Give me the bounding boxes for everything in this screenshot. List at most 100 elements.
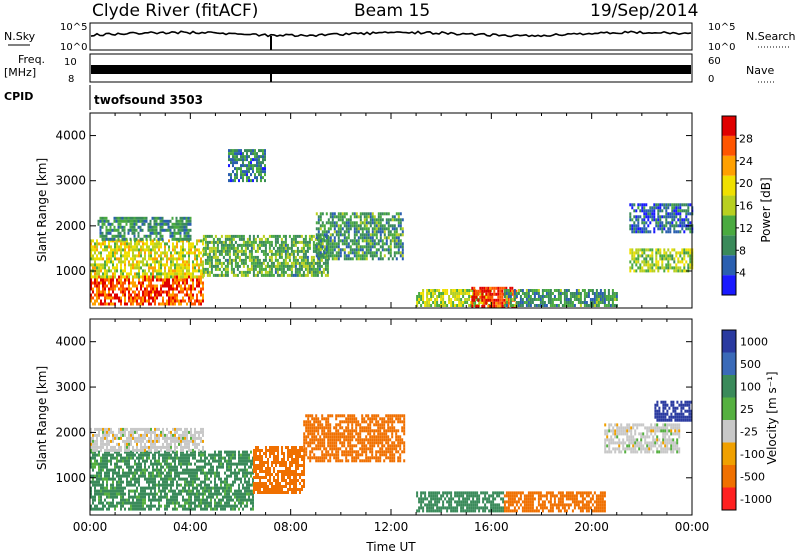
colorbar-tick-label: 12: [739, 222, 753, 235]
y-tick-label: 1000: [55, 471, 86, 485]
y-tick-label: 3000: [55, 174, 86, 188]
freq-tick-top: 10: [64, 57, 77, 68]
noise-sky-line: [90, 30, 692, 38]
nave-label: Nave: [746, 64, 774, 77]
data-region: [629, 203, 694, 234]
colorbar-tick-label: 20: [739, 177, 753, 190]
noise-tick-bottom-left: 10^0: [60, 42, 87, 53]
colorbar-segment: [722, 465, 736, 488]
data-region: [604, 423, 681, 454]
x-tick-label: 00:00: [73, 520, 108, 534]
data-region: [90, 239, 204, 279]
data-region: [315, 212, 404, 261]
colorbar-segment: [722, 195, 736, 216]
colorbar-tick-label: -25: [740, 425, 758, 438]
colorbar-segment: [722, 135, 736, 156]
x-tick-label: 00:00: [675, 520, 710, 534]
y-tick-label: 3000: [55, 380, 86, 394]
colorbar-tick-label: 28: [739, 132, 753, 145]
noise-panel: [89, 22, 693, 51]
noise-tick-bottom-right: 10^0: [708, 42, 735, 53]
date-title: 19/Sep/2014: [590, 1, 698, 21]
nave-tick-top: 60: [708, 56, 721, 67]
noise-tick-top-left: 10^5: [60, 22, 87, 33]
colorbar-segment: [722, 397, 736, 420]
data-region: [629, 248, 694, 273]
data-region: [503, 289, 618, 307]
data-region: [90, 427, 204, 452]
colorbar-tick-label: 25: [740, 403, 754, 416]
data-region: [97, 216, 192, 241]
y-tick-label: 2000: [55, 425, 86, 439]
colorbar-segment: [722, 375, 736, 398]
freq-unit-label: [MHz]: [4, 66, 36, 79]
colorbar-tick-label: 500: [740, 358, 761, 371]
velocity-y-ticks: 1000 2000 3000 4000: [55, 335, 692, 485]
nsky-label: N.Sky: [4, 30, 36, 43]
velocity-colorbar: 1000 500 100 25 -25 -100 -500 -1000: [721, 329, 772, 511]
colorbar-segment: [722, 255, 736, 276]
colorbar-segment: [722, 275, 736, 295]
nsearch-label: N.Search: [746, 30, 796, 43]
nave-tick-bottom: 0: [708, 74, 714, 85]
velocity-x-ticks: 00:00 04:00 08:00 12:00 16:00 20:00 00:00: [73, 319, 710, 534]
colorbar-tick-label: -500: [740, 470, 765, 483]
data-region: [303, 414, 406, 463]
power-cbar-label: Power [dB]: [759, 177, 773, 242]
data-region: [90, 450, 254, 511]
x-tick-label: 12:00: [374, 520, 409, 534]
velocity-ylabel: Slant Range [km]: [35, 366, 49, 470]
freq-panel: [89, 53, 693, 83]
colorbar-tick-label: -1000: [740, 493, 772, 506]
data-region: [416, 491, 505, 513]
colorbar-segment: [722, 330, 736, 353]
power-x-ticks: [89, 113, 693, 308]
y-tick-label: 4000: [55, 335, 86, 349]
x-tick-label: 08:00: [273, 520, 308, 534]
cpid-label: CPID: [4, 90, 33, 103]
colorbar-segment: [722, 215, 736, 236]
beam-title: Beam 15: [354, 1, 430, 21]
y-tick-label: 2000: [55, 219, 86, 233]
x-tick-label: 04:00: [173, 520, 208, 534]
time-axis-label: Time UT: [365, 540, 416, 554]
data-region: [503, 491, 606, 513]
data-region: [654, 400, 693, 422]
power-ylabel: Slant Range [km]: [35, 158, 49, 262]
cpid-value: twofsound 3503: [94, 93, 203, 107]
data-region: [202, 234, 329, 277]
colorbar-segment: [722, 487, 736, 510]
power-colorbar: 4 8 12 16 20 24 28: [721, 115, 753, 296]
data-region: [90, 275, 204, 306]
station-title: Clyde River (fitACF): [92, 1, 258, 21]
colorbar-segment: [722, 442, 736, 465]
data-region: [228, 149, 266, 183]
freq-label: Freq.: [18, 53, 45, 66]
colorbar-segment: [722, 175, 736, 196]
data-region: [253, 446, 305, 494]
velocity-cbar-label: Velocity [m s⁻¹]: [765, 371, 779, 464]
nave-band: [91, 36, 691, 82]
y-tick-label: 4000: [55, 129, 86, 143]
nave-bar: [91, 65, 691, 74]
colorbar-segment: [722, 155, 736, 176]
power-y-ticks: 1000 2000 3000 4000: [55, 129, 692, 278]
colorbar-tick-label: 24: [739, 155, 753, 168]
colorbar-tick-label: 100: [740, 380, 761, 393]
colorbar-tick-label: 4: [739, 267, 746, 280]
noise-tick-top-right: 10^5: [708, 22, 735, 33]
x-tick-label: 20:00: [574, 520, 609, 534]
colorbar-segment: [722, 235, 736, 256]
colorbar-frame: [721, 329, 737, 511]
colorbar-tick-label: 16: [739, 200, 753, 213]
colorbar-segment: [722, 420, 736, 443]
colorbar-tick-label: -100: [740, 448, 765, 461]
colorbar-tick-label: 1000: [740, 335, 768, 348]
colorbar-segment: [722, 352, 736, 375]
power-heatmap: [90, 149, 694, 308]
y-tick-label: 1000: [55, 264, 86, 278]
x-tick-label: 16:00: [474, 520, 509, 534]
colorbar-segment: [722, 116, 736, 136]
freq-tick-bottom: 8: [68, 74, 74, 85]
